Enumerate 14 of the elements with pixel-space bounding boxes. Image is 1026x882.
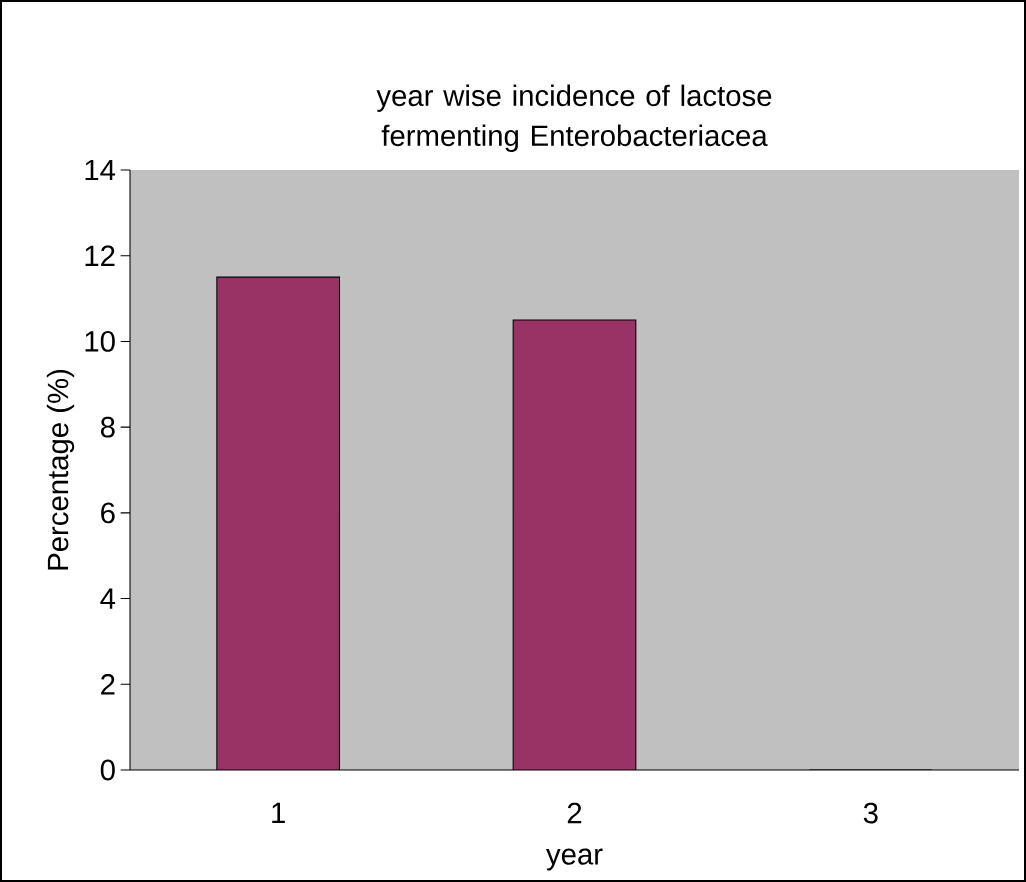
y-tick-label: 14 [85, 159, 116, 181]
chart-title: year wise incidence of lactose fermenting Enterobacteriacea [376, 84, 772, 152]
y-tick-label: 10 [85, 331, 115, 352]
y-tick-label: 12 [85, 245, 115, 266]
y-tick-label: 6 [101, 502, 115, 524]
y-tick-label: 2 [101, 674, 115, 695]
y-tick-label: 0 [100, 759, 115, 781]
x-tick-label: 2 [567, 802, 582, 824]
y-tick-label: 4 [100, 588, 116, 609]
x-axis-title: year [546, 848, 603, 871]
x-tick-label: 3 [863, 802, 878, 824]
y-tick-label: 8 [100, 416, 115, 438]
x-tick-label: 1 [272, 802, 285, 823]
y-axis-title: Percentage (%) [46, 369, 75, 570]
